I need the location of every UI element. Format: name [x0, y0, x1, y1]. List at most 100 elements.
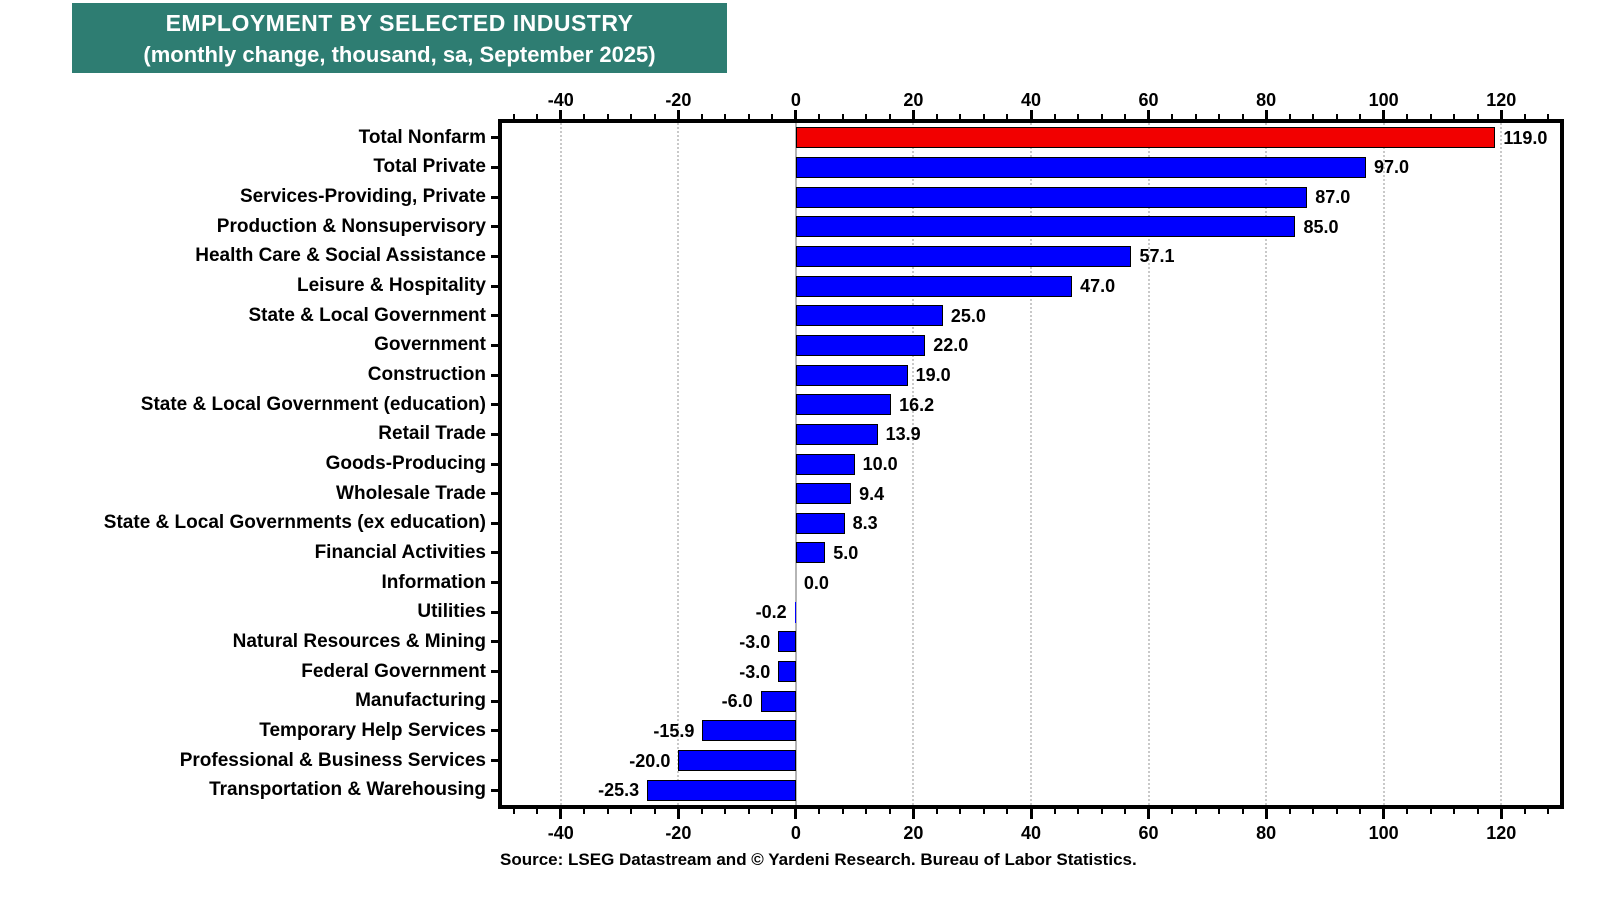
x-axis-tick-label-bottom: 100 [1368, 823, 1399, 843]
bar [678, 750, 796, 772]
x-axis-tick-top [1147, 110, 1151, 119]
y-axis-tick [491, 492, 498, 496]
source-attribution: Source: LSEG Datastream and © Yardeni Re… [500, 850, 1137, 869]
x-axis-tick-bottom [1429, 809, 1432, 814]
x-axis-tick-bottom [1029, 809, 1033, 819]
bar-value-label: -15.9 [653, 720, 695, 741]
x-axis-tick-bottom [1264, 809, 1268, 819]
bar [795, 542, 826, 564]
x-axis-tick-label-top: 80 [1256, 90, 1277, 110]
x-axis-tick-top [1499, 110, 1503, 119]
x-axis-tick-bottom [1288, 809, 1291, 814]
category-label: State & Local Governments (ex education) [103, 512, 486, 534]
x-axis-tick-label-bottom: 0 [790, 823, 801, 843]
x-axis-tick-bottom [630, 809, 633, 814]
x-axis-tick-top [818, 114, 821, 119]
x-axis-tick-label-bottom: -40 [547, 823, 574, 843]
bar [795, 305, 943, 327]
bar [795, 245, 1132, 267]
y-axis-tick [491, 729, 498, 733]
y-axis-tick [491, 314, 498, 318]
category-label: Construction [367, 364, 486, 386]
x-axis-tick-top [1335, 114, 1338, 119]
category-label: Financial Activities [314, 541, 486, 563]
x-axis-tick-label-bottom: 80 [1256, 823, 1277, 843]
bar-value-label: 13.9 [885, 424, 921, 445]
bar-value-label: 85.0 [1303, 216, 1339, 237]
bar-value-label: 25.0 [950, 305, 986, 326]
x-axis-tick-label-top: -20 [665, 90, 692, 110]
bar-value-label: -3.0 [739, 631, 771, 652]
bar-value-label: -3.0 [739, 661, 771, 682]
x-axis-tick-bottom [1453, 809, 1456, 814]
category-label: Production & Nonsupervisory [216, 215, 486, 237]
x-axis-tick-bottom [676, 809, 680, 819]
x-axis-tick-label-bottom: 120 [1486, 823, 1517, 843]
y-axis-tick [491, 373, 498, 377]
bar [795, 334, 926, 356]
bar [795, 275, 1073, 297]
x-axis-tick-bottom [724, 809, 727, 814]
x-axis-tick-bottom [606, 809, 609, 814]
category-label: Health Care & Social Assistance [195, 245, 486, 267]
bar-value-label: -6.0 [721, 691, 753, 712]
x-axis-tick-top [1006, 114, 1009, 119]
bar-value-label: -0.2 [755, 602, 787, 623]
x-axis-tick-bottom [1547, 809, 1550, 814]
y-axis-tick [491, 403, 498, 407]
x-axis-tick-label-top: 100 [1368, 90, 1399, 110]
x-axis-tick-top [841, 114, 844, 119]
x-axis-tick-bottom [1147, 809, 1151, 819]
x-axis-tick-top [724, 114, 727, 119]
x-axis-tick-top [512, 114, 515, 119]
x-axis-tick-bottom [1077, 809, 1080, 814]
y-axis-tick [491, 551, 498, 555]
x-axis-tick-top [1523, 114, 1526, 119]
x-axis-tick-top [747, 114, 750, 119]
category-label: Transportation & Warehousing [209, 779, 486, 801]
x-axis-tick-top [1547, 114, 1550, 119]
x-axis-tick-label-bottom: 60 [1138, 823, 1159, 843]
x-axis-tick-bottom [536, 809, 539, 814]
category-label: Wholesale Trade [336, 482, 486, 504]
x-axis-tick-bottom [559, 809, 563, 819]
x-axis-tick-top [865, 114, 868, 119]
x-axis-tick-top [959, 114, 962, 119]
bar [795, 127, 1496, 149]
x-axis-tick-top [982, 114, 985, 119]
y-axis-tick [491, 165, 498, 169]
bar-value-label: 10.0 [862, 454, 898, 474]
category-label: Temporary Help Services [259, 719, 486, 741]
x-axis-tick-bottom [865, 809, 868, 814]
bar [795, 364, 908, 386]
x-axis-tick-top [1077, 114, 1080, 119]
bar [795, 216, 1296, 238]
bar [795, 483, 852, 505]
gridline [1265, 123, 1268, 805]
bar [795, 156, 1367, 178]
bar-value-label: -25.3 [598, 780, 640, 801]
x-axis-tick-top [1312, 114, 1315, 119]
x-axis-tick-top [935, 114, 938, 119]
x-axis-tick-bottom [1382, 809, 1386, 819]
y-axis-tick [491, 759, 498, 763]
bar [795, 394, 892, 416]
y-axis-tick [491, 788, 498, 792]
x-axis-tick-label-bottom: -20 [665, 823, 692, 843]
x-axis-tick-bottom [1124, 809, 1127, 814]
gridline [677, 123, 680, 805]
bar-value-label: 47.0 [1080, 276, 1116, 297]
y-axis-tick [491, 581, 498, 585]
x-axis-tick-bottom [959, 809, 962, 814]
x-axis-tick-top [771, 114, 774, 119]
x-axis-tick-top [1100, 114, 1103, 119]
chart-subtitle: (monthly change, thousand, sa, September… [143, 41, 656, 67]
category-label: Manufacturing [355, 690, 486, 712]
category-label: Goods-Producing [325, 453, 486, 474]
bar [647, 779, 796, 801]
gridline [1500, 123, 1503, 805]
x-axis-tick-bottom [1053, 809, 1056, 814]
x-axis-tick-label-top: 60 [1138, 90, 1159, 110]
x-axis-tick-bottom [1312, 809, 1315, 814]
category-label: Information [381, 571, 487, 593]
